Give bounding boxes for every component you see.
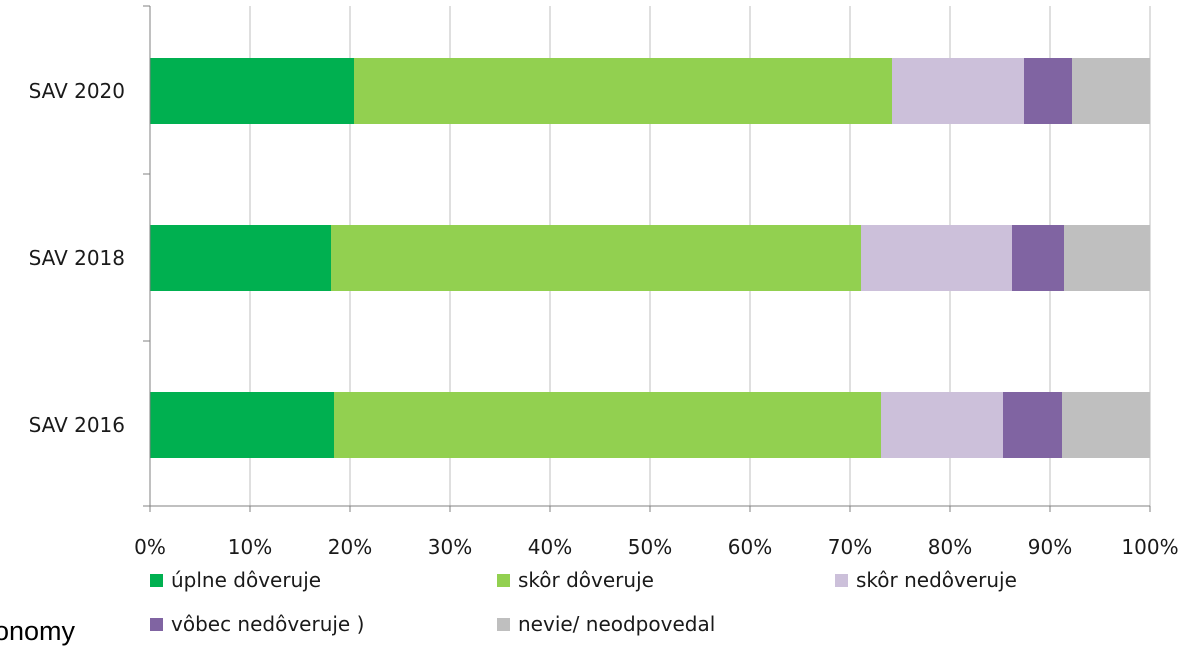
x-tick-label: 80% <box>928 535 972 559</box>
legend-label: nevie/ neodpovedal <box>518 612 715 636</box>
bar-segment <box>1072 58 1150 124</box>
x-tick-label: 50% <box>628 535 672 559</box>
x-tick-label: 90% <box>1028 535 1072 559</box>
x-tick-label: 60% <box>728 535 772 559</box>
x-tick-label: 100% <box>1121 535 1178 559</box>
legend-label: vôbec nedôveruje ) <box>171 612 364 636</box>
bar-segment <box>334 392 881 458</box>
bar-segment <box>881 392 1003 458</box>
cropped-fragment-text: onomy <box>0 616 76 646</box>
bar-segment <box>1003 392 1062 458</box>
bar-segment <box>861 225 1012 291</box>
x-tick-label: 20% <box>328 535 372 559</box>
bars <box>150 58 1150 458</box>
bar-segment <box>150 392 334 458</box>
x-tick-label: 40% <box>528 535 572 559</box>
x-tick-label: 70% <box>828 535 872 559</box>
bar-segment <box>1062 392 1150 458</box>
legend-swatch <box>497 618 510 631</box>
bar-segment <box>892 58 1024 124</box>
category-label: SAV 2016 <box>29 413 125 437</box>
legend-swatch <box>150 618 163 631</box>
legend-label: skôr dôveruje <box>518 568 654 592</box>
axes: 0% 10% 20% 30% 40% 50% 60% 70% 80% 90% 100% SAV 202… <box>29 5 1178 559</box>
bar-segment <box>331 225 861 291</box>
bar-segment <box>150 58 354 124</box>
x-tick-label: 10% <box>228 535 272 559</box>
category-label: SAV 2020 <box>29 79 125 103</box>
legend: úplne dôveruje skôr dôveruje skôr nedôveru… <box>150 568 1017 636</box>
category-label: SAV 2018 <box>29 246 125 270</box>
bar-segment <box>354 58 892 124</box>
legend-swatch <box>835 574 848 587</box>
legend-swatch <box>150 574 163 587</box>
bar-segment <box>1012 225 1064 291</box>
legend-label: skôr nedôveruje <box>856 568 1017 592</box>
x-tick-label: 0% <box>134 535 166 559</box>
legend-label: úplne dôveruje <box>171 568 321 592</box>
bar-segment <box>1064 225 1150 291</box>
bar-segment <box>150 225 331 291</box>
legend-swatch <box>497 574 510 587</box>
bar-segment <box>1024 58 1072 124</box>
x-tick-label: 30% <box>428 535 472 559</box>
